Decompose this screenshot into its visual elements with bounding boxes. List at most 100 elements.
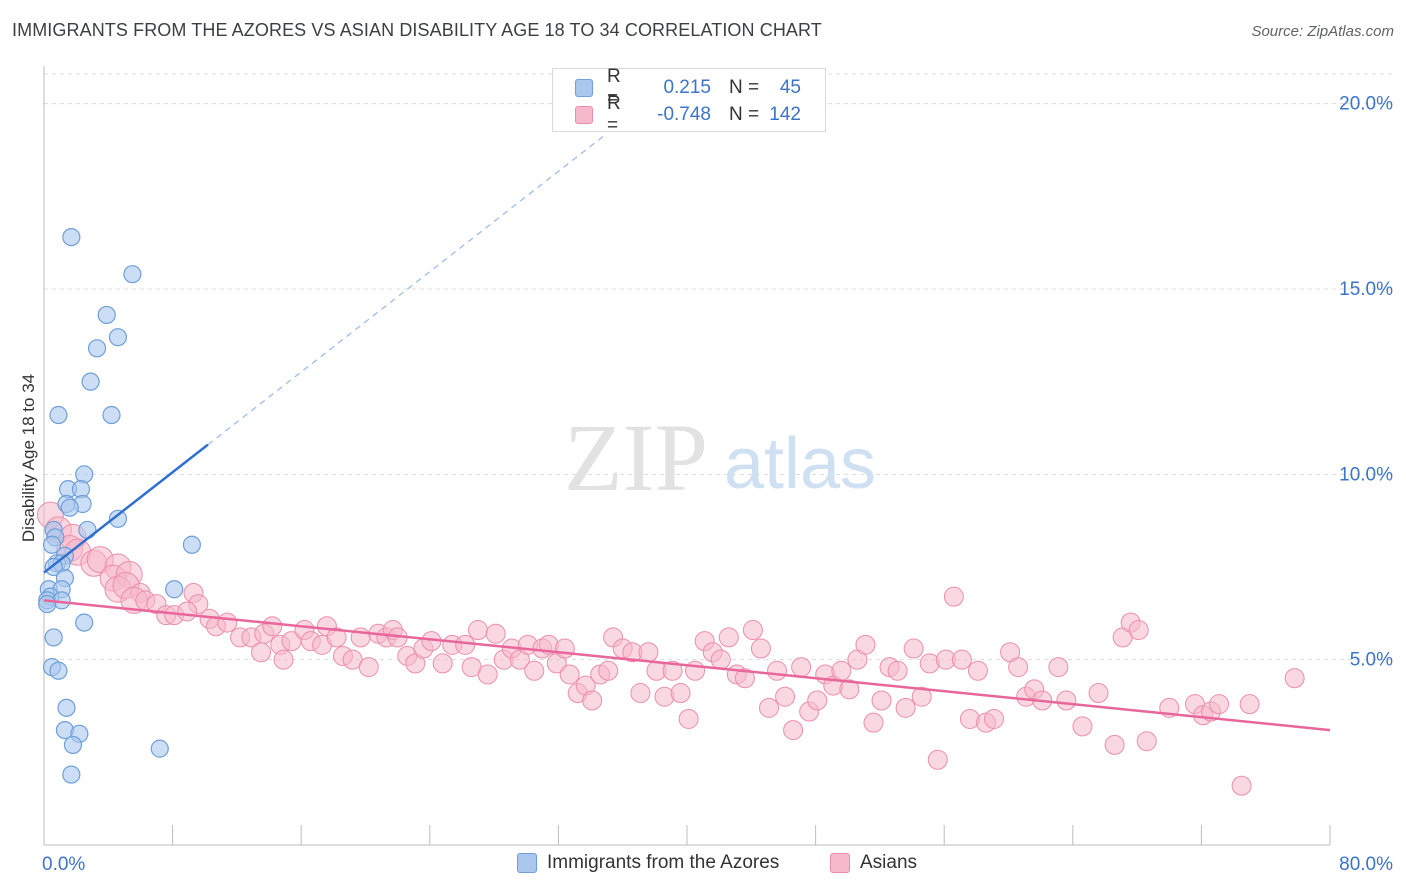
azores-point	[123, 265, 142, 284]
legend-r-value: -0.748	[657, 104, 711, 125]
asians-point	[758, 697, 779, 718]
legend-r-label: R =	[607, 93, 621, 136]
y-tick-label: 20.0%	[1339, 94, 1393, 115]
azores-point	[108, 328, 128, 347]
legend-r-label: R =	[607, 66, 621, 109]
azores-point	[75, 613, 94, 632]
asians-point	[177, 601, 198, 622]
y-tick-label: 15.0%	[1339, 279, 1393, 300]
azores-points	[38, 227, 201, 784]
series-legend-azores: Immigrants from the Azores	[517, 852, 779, 874]
watermark-atlas: atlas	[724, 424, 876, 504]
y-tick-label: 10.0%	[1339, 464, 1393, 485]
asians-point	[911, 686, 932, 707]
asians-point	[791, 657, 812, 678]
azores-point	[165, 580, 184, 599]
watermark-zip: ZIP	[564, 404, 708, 511]
asians-point	[1088, 683, 1109, 704]
asians-point	[767, 660, 788, 681]
asians-point	[326, 627, 347, 648]
azores-point	[62, 227, 81, 247]
azores-point	[150, 739, 169, 758]
azores-point	[102, 405, 121, 425]
asians-point	[855, 634, 876, 655]
asians-point	[468, 620, 489, 641]
asians-point	[1239, 694, 1260, 715]
azores-trend-line	[43, 443, 209, 574]
legend-swatch-azores	[575, 79, 593, 97]
asians-point	[839, 679, 860, 700]
asians-point	[251, 642, 272, 663]
asians-point	[1231, 775, 1252, 796]
x-tick-label: 0.0%	[42, 854, 85, 875]
asians-point	[1136, 731, 1157, 752]
series-legend-asians: Asians	[830, 852, 917, 874]
azores-point	[49, 661, 68, 680]
asians-point	[662, 660, 683, 681]
azores-point	[60, 498, 79, 517]
asians-point	[1104, 734, 1125, 755]
azores-point	[108, 509, 128, 528]
series-swatch-asians	[830, 853, 850, 873]
azores-point	[182, 535, 201, 554]
asians-point	[967, 660, 988, 681]
asians-point	[927, 749, 948, 770]
asians-point	[262, 616, 283, 637]
asians-point	[871, 690, 892, 711]
asians-point	[943, 586, 964, 607]
asians-point	[477, 664, 498, 685]
asians-point	[1048, 657, 1069, 678]
asians-point	[455, 634, 476, 655]
legend-row-azores: R = 0.215 N = 45	[575, 66, 801, 109]
azores-point	[62, 765, 81, 784]
azores-point	[78, 520, 97, 540]
asians-point	[630, 683, 651, 704]
series-legend: Immigrants from the Azores Asians	[0, 852, 1406, 878]
asians-point	[951, 649, 972, 670]
asians-point	[1056, 690, 1077, 711]
asians-point	[718, 627, 739, 648]
azores-point	[44, 628, 63, 647]
asians-point	[1209, 694, 1230, 715]
asians-point	[638, 642, 659, 663]
asians-point	[1008, 657, 1029, 678]
asians-point	[783, 720, 804, 741]
correlation-legend: R = 0.215 N = 45 R = -0.748 N = 142	[552, 66, 826, 136]
asians-point	[524, 660, 545, 681]
source-label: Source: ZipAtlas.com	[1251, 23, 1394, 40]
legend-n-value: 142	[769, 104, 801, 125]
asians-point	[554, 638, 575, 659]
legend-n-label: N =	[729, 77, 760, 98]
series-label-asians: Asians	[860, 852, 918, 873]
azores-point	[75, 465, 94, 484]
azores-point	[81, 372, 100, 391]
watermark: ZIP atlas	[564, 404, 876, 511]
asians-point	[775, 686, 796, 707]
chart-title: IMMIGRANTS FROM THE AZORES VS ASIAN DISA…	[12, 20, 822, 40]
azores-point	[57, 698, 76, 717]
azores-point	[42, 535, 62, 554]
series-label-azores: Immigrants from the Azores	[547, 852, 780, 873]
asians-point	[217, 612, 238, 633]
asians-points	[36, 501, 1305, 796]
grid-lines	[44, 73, 1395, 661]
asians-point	[903, 638, 924, 659]
asians-point	[984, 708, 1005, 729]
asians-point	[831, 660, 852, 681]
axes	[43, 66, 1331, 846]
asians-point	[432, 653, 453, 674]
series-swatch-azores	[517, 853, 537, 873]
asians-point	[734, 668, 755, 689]
trend-lines	[43, 133, 1331, 732]
asians-point	[807, 690, 828, 711]
azores-point	[97, 305, 116, 325]
azores-point	[38, 594, 57, 614]
legend-swatch-asians	[575, 106, 593, 124]
asians-point	[273, 649, 294, 670]
azores-point	[63, 735, 83, 755]
legend-row-asians: R = -0.748 N = 142	[575, 93, 801, 136]
asians-point	[742, 620, 763, 641]
axis-labels: 5.0% 10.0% 15.0% 20.0% 0.0% 80.0% Disability A…	[19, 94, 1393, 875]
legend-n-label: N =	[729, 104, 760, 125]
